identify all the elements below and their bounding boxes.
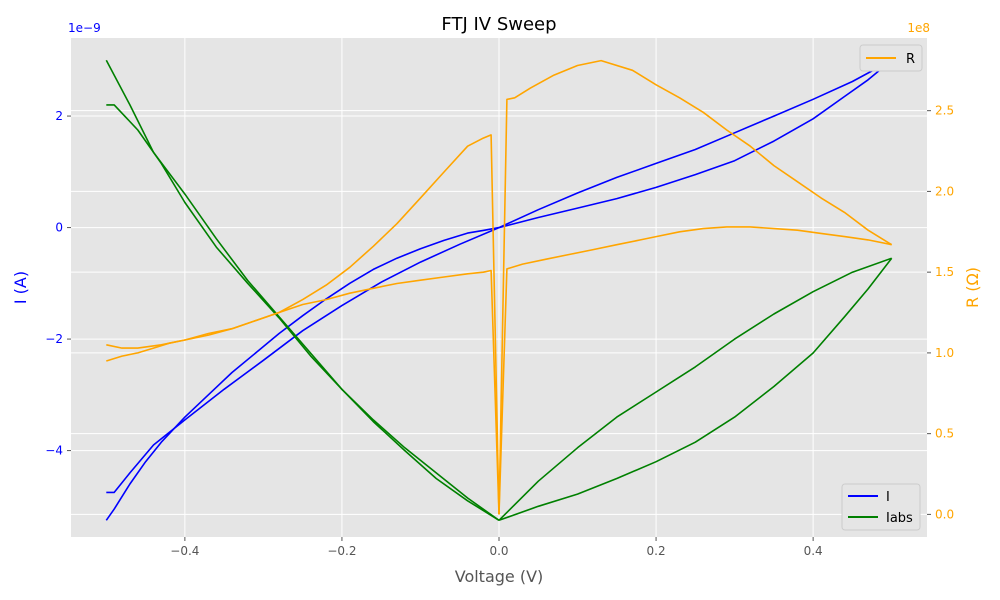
x-axis-label: Voltage (V) [455, 567, 544, 586]
series-line-r [106, 269, 500, 515]
series-line-r [498, 226, 892, 515]
y-right-tick-label: 0.5 [935, 427, 954, 441]
y-left-tick-label: −4 [45, 444, 63, 458]
y-left-scale-label: 1e−9 [68, 21, 101, 35]
series-line-i [105, 226, 500, 521]
legend-label-r: R [906, 52, 915, 67]
series-line-i [498, 59, 893, 229]
series-line-iabs [106, 104, 500, 521]
y-right-scale-label: 1e8 [907, 21, 930, 35]
legend-label-iabs: Iabs [886, 511, 913, 526]
y-right-tick-label: 1.5 [935, 265, 954, 279]
x-tick-label: 0.4 [804, 544, 823, 558]
y-left-tick-label: −2 [45, 332, 63, 346]
series-line-r [106, 134, 500, 515]
series-line-iabs [498, 257, 892, 521]
chart-title: FTJ IV Sweep [441, 14, 556, 35]
y-right-tick-label: 2.0 [935, 184, 954, 198]
y-right-tick-label: 1.0 [935, 346, 954, 360]
series-line-r [498, 59, 893, 515]
x-tick-label: 0.0 [489, 544, 508, 558]
y-left-axis-label: I (A) [11, 271, 30, 304]
x-tick-label: −0.4 [170, 544, 199, 558]
y-left-tick-label: 0 [55, 221, 63, 235]
series-line-i [498, 59, 893, 229]
y-right-tick-label: 2.5 [935, 104, 954, 118]
x-tick-label: 0.2 [647, 544, 666, 558]
y-left-tick-label: 2 [55, 109, 63, 123]
legend-label-i: I [886, 490, 890, 505]
series-line-i [106, 226, 500, 494]
y-right-axis-label: R (Ω) [963, 267, 982, 308]
y-right-tick-label: 0.0 [935, 507, 954, 521]
x-tick-label: −0.2 [327, 544, 356, 558]
series-line-iabs [498, 257, 893, 522]
